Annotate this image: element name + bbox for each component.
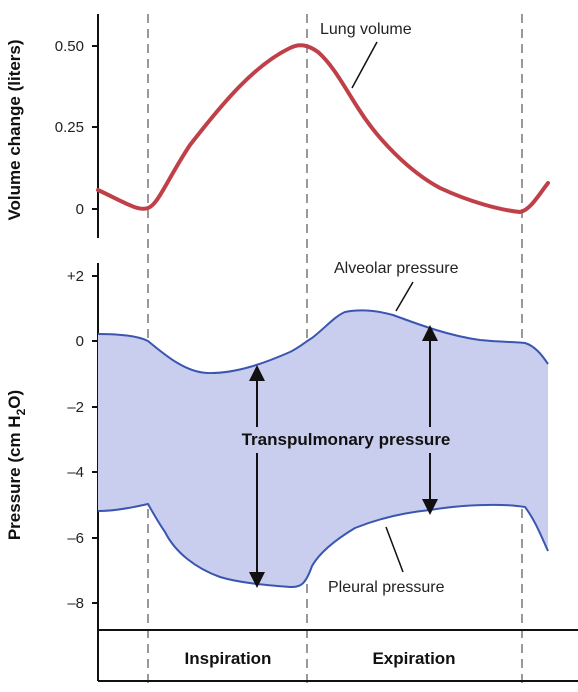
volume-tick-label: 0.25 [55, 119, 84, 136]
alveolar-pressure-annotation: Alveolar pressure [334, 260, 459, 277]
volume-tick-label: 0.50 [55, 38, 84, 55]
transpulmonary-fill [98, 310, 548, 587]
pressure-tick-label: –6 [67, 530, 84, 547]
pressure-tick-label: +2 [67, 268, 84, 285]
lung-volume-annotation: Lung volume [320, 21, 412, 38]
pleural-pressure-annotation: Pleural pressure [328, 579, 445, 596]
alveolar-pressure-line [97, 309, 549, 375]
alveolar-pressure-leader [395, 281, 414, 312]
pleural-pressure-line [97, 502, 549, 589]
lung-volume-line [96, 43, 550, 215]
pressure-y-ticks [92, 275, 98, 604]
pressure-tick-label: –2 [67, 399, 84, 416]
pleural-pressure-leader [385, 526, 404, 573]
phase-label-inspiration: Inspiration [185, 649, 272, 668]
lung-volume-leader [351, 41, 378, 89]
transpulmonary-label: Transpulmonary pressure [242, 430, 451, 449]
volume-y-label: Volume change (liters) [5, 39, 24, 220]
pressure-tick-label: –4 [67, 464, 84, 481]
phase-label-expiration: Expiration [372, 649, 455, 668]
pressure-tick-label: 0 [76, 333, 84, 350]
volume-tick-label: 0 [76, 201, 84, 218]
pressure-tick-label: –8 [67, 595, 84, 612]
pressure-y-label: Pressure (cm H2O) [5, 390, 28, 540]
volume-y-ticks [92, 45, 98, 210]
